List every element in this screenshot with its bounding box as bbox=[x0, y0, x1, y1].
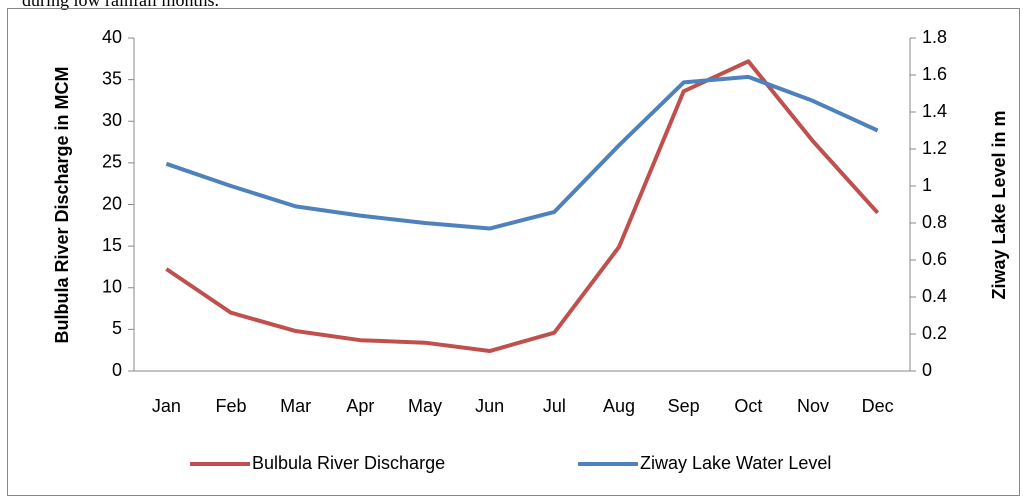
x-tick-label: Jul bbox=[543, 396, 566, 416]
x-tick-label: Nov bbox=[797, 396, 829, 416]
y2-tick-label: 0.4 bbox=[922, 286, 947, 306]
y2-tick-label: 0.8 bbox=[922, 212, 947, 232]
y2-tick-label: 0.6 bbox=[922, 249, 947, 269]
y-tick-label: 20 bbox=[102, 193, 122, 213]
y2-tick-label: 0 bbox=[922, 360, 932, 380]
x-tick-label: Sep bbox=[668, 396, 700, 416]
x-tick-label: Dec bbox=[862, 396, 894, 416]
x-tick-label: Aug bbox=[603, 396, 635, 416]
y-tick-label: 40 bbox=[102, 27, 122, 47]
y-tick-label: 5 bbox=[112, 318, 122, 338]
x-tick-label: Apr bbox=[346, 396, 374, 416]
y2-tick-label: 1 bbox=[922, 175, 932, 195]
y-axis-title: Bulbula River Discharge in MCM bbox=[52, 66, 72, 343]
y-tick-label: 25 bbox=[102, 152, 122, 172]
legend-label: Bulbula River Discharge bbox=[252, 453, 445, 473]
y-tick-label: 15 bbox=[102, 235, 122, 255]
y2-tick-label: 1.4 bbox=[922, 101, 947, 121]
legend-label: Ziway Lake Water Level bbox=[640, 453, 831, 473]
y-tick-label: 0 bbox=[112, 360, 122, 380]
series-line bbox=[165, 59, 880, 354]
y2-tick-label: 1.6 bbox=[922, 64, 947, 84]
y2-tick-label: 0.2 bbox=[922, 323, 947, 343]
x-tick-label: Jan bbox=[152, 396, 181, 416]
y-tick-label: 10 bbox=[102, 277, 122, 297]
y-tick-label: 30 bbox=[102, 110, 122, 130]
caption: during low rainfall months. bbox=[22, 0, 219, 10]
y2-axis-title: Ziway Lake Level in m bbox=[989, 110, 1009, 299]
x-tick-label: Jun bbox=[475, 396, 504, 416]
series-line bbox=[165, 74, 879, 231]
y2-tick-label: 1.2 bbox=[922, 138, 947, 158]
x-tick-label: Mar bbox=[280, 396, 311, 416]
y-tick-label: 35 bbox=[102, 68, 122, 88]
chart-border bbox=[7, 8, 1020, 496]
x-tick-label: Oct bbox=[734, 396, 762, 416]
x-tick-label: Feb bbox=[215, 396, 246, 416]
y2-tick-label: 1.8 bbox=[922, 27, 947, 47]
x-tick-label: May bbox=[408, 396, 442, 416]
